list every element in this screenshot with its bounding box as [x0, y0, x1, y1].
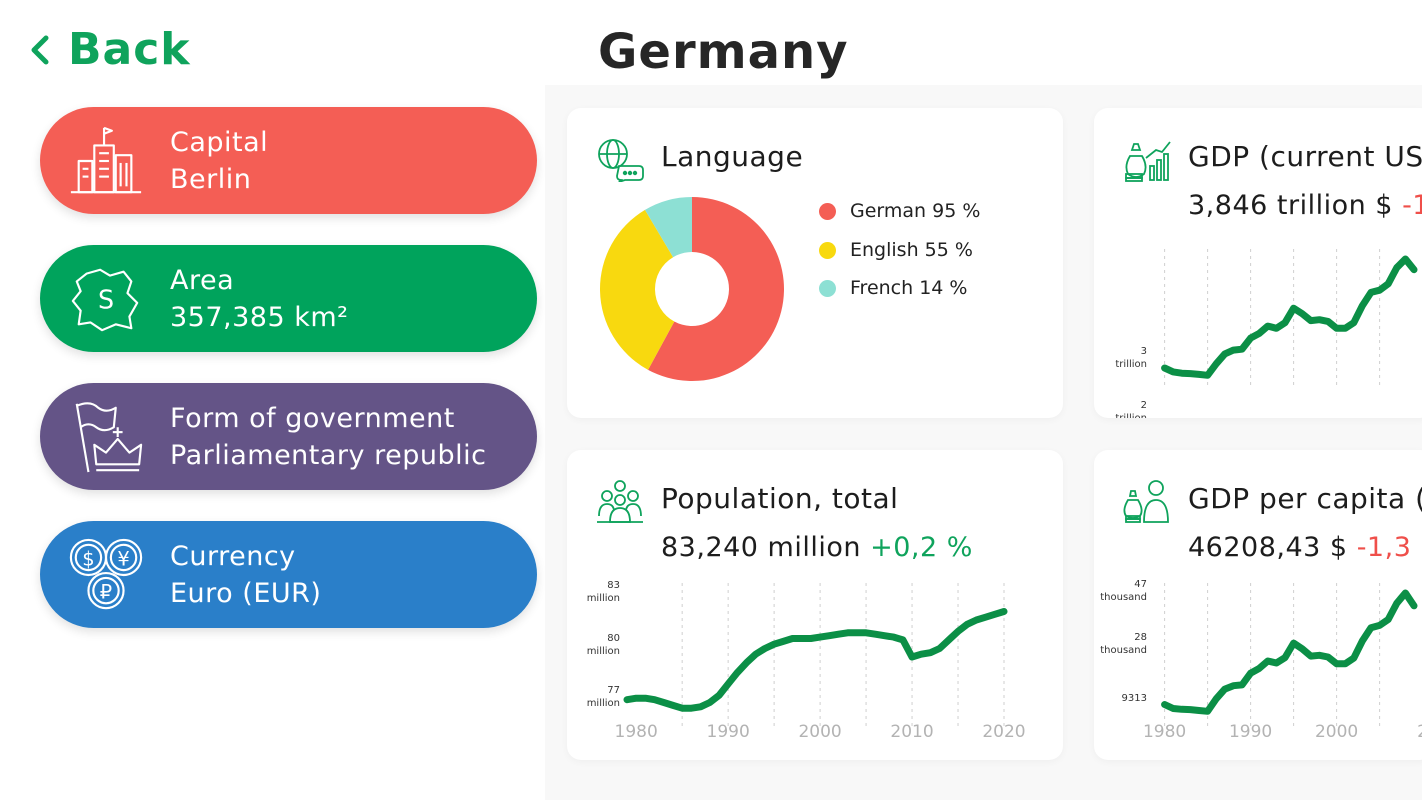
gdp-value-line: 3,846 trillion $ -1: [1188, 190, 1422, 221]
currency-label: Currency: [170, 540, 296, 572]
page-title: Germany: [598, 24, 849, 80]
legend-dot-french: [819, 279, 836, 297]
country-map-icon: S: [66, 259, 146, 339]
government-card: Form of government Parliamentary republi…: [40, 383, 537, 490]
y-tick-label: 77: [607, 685, 620, 696]
y-tick-unit: thousand: [1100, 645, 1147, 656]
svg-text:¥: ¥: [117, 547, 129, 570]
x-tick-label: 2: [1417, 722, 1422, 742]
donut-slice-german: [648, 197, 784, 381]
y-tick-unit: million: [587, 646, 620, 657]
language-donut-chart: [600, 197, 784, 381]
population-line-chart: 83 million 80 million 77 million 1980 1990 2000 2…: [587, 580, 1026, 742]
gdp-line-chart: 3trillion2trillion725billion198019902000…: [1115, 249, 1418, 418]
population-title: Population, total: [661, 482, 899, 515]
y-tick-label: 83: [607, 580, 620, 591]
legend-dot-german: [819, 202, 836, 220]
back-button[interactable]: Back: [28, 24, 191, 75]
y-tick-unit: trillion: [1115, 413, 1147, 418]
population-value-line: 83,240 million +0,2 %: [661, 532, 973, 563]
population-card: Population, total 83,240 million +0,2 % …: [567, 450, 1063, 760]
gdp-per-capita-value: 46208,43 $: [1188, 532, 1348, 563]
y-tick-unit: million: [587, 593, 620, 604]
area-card: S Area 357,385 km²: [40, 245, 537, 352]
flag-crown-icon: [66, 397, 146, 477]
gdp-per-capita-card: GDP per capita (cu 46208,43 $ -1,3 % 47 t…: [1094, 450, 1422, 760]
capital-value: Berlin: [170, 163, 252, 195]
population-value: 83,240 million: [661, 532, 861, 563]
y-tick-label: 2: [1141, 400, 1147, 411]
donut-slice-french: [644, 197, 692, 258]
legend-item-german: German 95 %: [819, 200, 980, 222]
legend-item-english: English 55 %: [819, 239, 973, 261]
x-tick-label: 1990: [707, 722, 750, 742]
population-delta: +0,2 %: [870, 532, 973, 563]
back-label: Back: [68, 24, 191, 75]
gdp-card: GDP (current US 3,846 trillion $ -1 3 tri…: [1094, 108, 1422, 418]
x-tick-label: 2020: [982, 722, 1025, 742]
x-tick-label: 1980: [615, 722, 658, 742]
data-line: [1161, 255, 1418, 379]
government-label: Form of government: [170, 402, 455, 434]
y-tick-unit: thousand: [1100, 592, 1147, 603]
y-tick-label: 80: [607, 633, 620, 644]
city-buildings-icon: [66, 121, 146, 201]
y-tick-unit: million: [587, 698, 620, 709]
legend-label-german: German 95 %: [850, 200, 981, 222]
svg-text:₽: ₽: [100, 580, 112, 603]
coins-icon: $ ¥ ₽: [66, 535, 146, 615]
legend-label-english: English 55 %: [850, 239, 973, 261]
gdp-per-capita-line-chart: 47 thousand 28 thousand 9313 1980 1990 2000 2: [1100, 579, 1422, 742]
language-card: Language German 95 % English 55 % French…: [567, 108, 1063, 418]
capital-label: Capital: [170, 126, 269, 158]
y-tick-label: 3: [1141, 346, 1147, 357]
currency-value: Euro (EUR): [170, 577, 322, 609]
chevron-left-icon: [31, 35, 49, 64]
capital-card: Capital Berlin: [40, 107, 537, 214]
x-tick-label: 2000: [798, 722, 841, 742]
y-tick-label: 28: [1134, 632, 1147, 643]
y-tick-label: 9313: [1122, 693, 1147, 704]
svg-text:$: $: [82, 547, 94, 570]
person-money-icon: [1123, 480, 1169, 523]
gdp-per-capita-title: GDP per capita (cu: [1188, 482, 1422, 515]
gdp-value: 3,846 trillion $: [1188, 190, 1393, 221]
gdp-per-capita-delta: -1,3 %: [1356, 532, 1422, 563]
area-value: 357,385 km²: [170, 301, 349, 333]
svg-text:S: S: [98, 284, 114, 314]
x-tick-label: 1990: [1229, 722, 1272, 742]
area-label: Area: [170, 264, 235, 296]
y-tick-label: 47: [1134, 579, 1147, 590]
donut-slice-english: [600, 209, 675, 370]
money-bag-chart-icon: [1125, 141, 1171, 182]
legend-item-french: French 14 %: [819, 277, 967, 299]
data-line: [623, 608, 1008, 712]
speech-bubbles-globe-icon: [598, 139, 644, 182]
gdp-per-capita-value-line: 46208,43 $ -1,3 %: [1188, 532, 1422, 563]
data-line: [1161, 589, 1418, 715]
government-value: Parliamentary republic: [170, 439, 487, 471]
gdp-title: GDP (current US: [1188, 140, 1422, 173]
legend-label-french: French 14 %: [850, 277, 968, 299]
y-tick-unit: trillion: [1115, 359, 1147, 370]
x-tick-label: 2000: [1315, 722, 1358, 742]
people-group-icon: [597, 480, 643, 523]
currency-card: $ ¥ ₽ Currency Euro (EUR): [40, 521, 537, 628]
x-tick-label: 1980: [1143, 722, 1186, 742]
gdp-delta: -1: [1402, 190, 1422, 221]
legend-dot-english: [819, 241, 836, 259]
x-tick-label: 2010: [890, 722, 933, 742]
language-title: Language: [661, 140, 804, 173]
